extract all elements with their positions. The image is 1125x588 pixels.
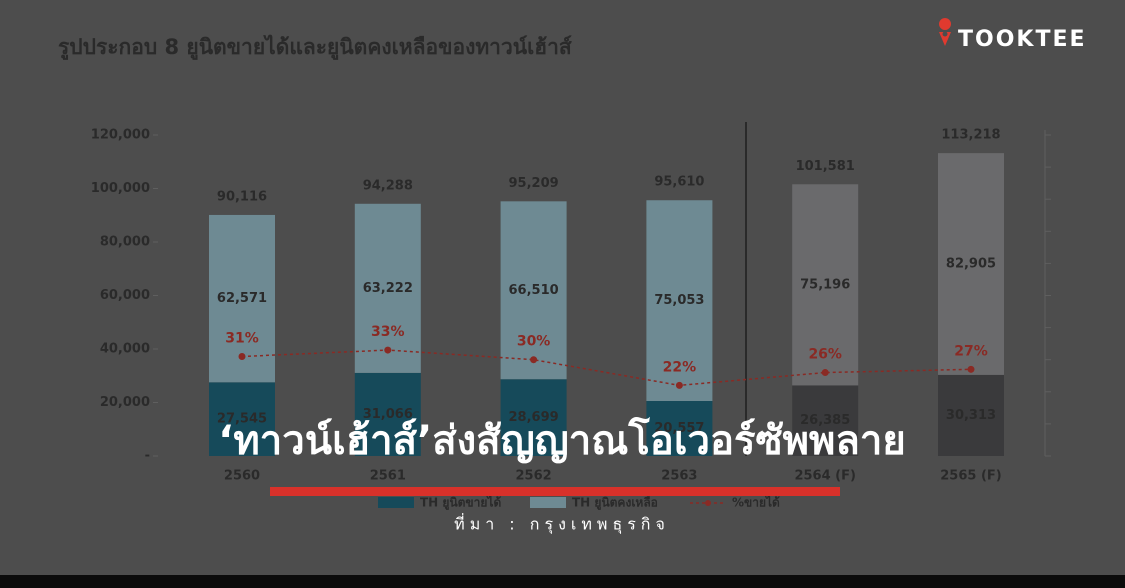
y-tick-label: 20,000 (100, 395, 150, 410)
y-tick-label: 80,000 (100, 235, 150, 250)
bar-segment (354, 203, 421, 373)
plot: - 20,000 40,000 60,000 80,000 100,000 120,000 2… (91, 128, 1051, 511)
pct-point (821, 369, 829, 377)
pct-point (384, 346, 392, 354)
pct-point (238, 352, 246, 360)
brand: TOOKTEE (939, 18, 1087, 52)
bar-segment (646, 401, 713, 456)
x-tick-label: 2560 (224, 469, 260, 484)
total-label: 94,288 (363, 178, 413, 193)
legend-dot (705, 500, 711, 506)
bar-value-label: 66,510 (509, 283, 559, 298)
y-tick-label: 40,000 (100, 342, 150, 357)
bar-value-label: 20,557 (654, 421, 704, 436)
bottom-bar (0, 575, 1125, 588)
pct-label: 31% (225, 330, 259, 346)
bar-value-label: 28,699 (509, 410, 559, 425)
bar-value-label: 27,545 (217, 412, 267, 427)
bar-segment (938, 153, 1004, 375)
x-tick-label: 2562 (516, 469, 552, 484)
bar-segment (938, 374, 1004, 456)
total-label: 95,610 (654, 175, 704, 190)
pct-point (967, 365, 975, 373)
pct-label: 22% (663, 359, 697, 375)
y-tick-label: - (145, 449, 150, 464)
bar-value-label: 75,053 (654, 293, 704, 308)
pct-point (675, 381, 683, 389)
bar-value-label: 82,905 (946, 257, 996, 272)
bar-value-label: 75,196 (800, 277, 850, 292)
bar-segment (209, 382, 275, 456)
bar-value-label: 62,571 (217, 291, 267, 306)
x-tick-label: 2563 (661, 469, 697, 484)
y-tick-label: 120,000 (91, 128, 150, 143)
x-tick-label: 2561 (370, 469, 406, 484)
bar-segment (792, 385, 859, 456)
pin-dot (942, 31, 948, 37)
pct-point (530, 356, 538, 364)
bar-segment (792, 184, 859, 386)
pct-line (241, 349, 972, 387)
legend-swatch (378, 497, 414, 508)
bar-segment (646, 200, 713, 402)
total-label: 101,581 (796, 159, 855, 174)
bar-value-label: 30,313 (946, 408, 996, 423)
total-label: 95,209 (509, 176, 559, 191)
source: ที่มา : กรุงเทพธุรกิจ (454, 513, 670, 535)
legend-label: TH ยูนิตคงเหลือ (572, 496, 658, 511)
bar-segment (500, 201, 567, 380)
x-tick-label: 2564 (F) (794, 469, 855, 484)
pct-label: 33% (371, 324, 405, 340)
bar-segment (500, 379, 567, 456)
y-tick-label: 60,000 (100, 288, 150, 303)
y-tick-label: 100,000 (91, 181, 150, 196)
bar-value-label: 31,066 (363, 407, 413, 422)
bar-value-label: 63,222 (363, 281, 413, 296)
legend-label: TH ยูนิตขายได้ (420, 495, 501, 511)
legend-label: %ขายได้ (732, 495, 780, 510)
brand-text: TOOKTEE (958, 27, 1087, 52)
legend-swatch (530, 497, 566, 508)
x-tick-label: 2565 (F) (940, 469, 1001, 484)
underline (270, 487, 840, 496)
total-label: 90,116 (217, 189, 267, 204)
chart-title: รูปประกอบ 8 ยูนิตขายได้และยูนิตคงเหลือขอ… (58, 34, 572, 61)
bar-value-label: 26,385 (800, 413, 850, 428)
bar-segment (354, 372, 421, 456)
pct-label: 30% (517, 334, 551, 350)
total-label: 113,218 (941, 128, 1000, 143)
pct-label: 26% (808, 347, 842, 363)
headline: ‘ทาวน์เฮ้าส์’ส่งสัญญาณโอเวอร์ซัพพลาย (218, 417, 906, 464)
pct-label: 27% (954, 343, 988, 359)
